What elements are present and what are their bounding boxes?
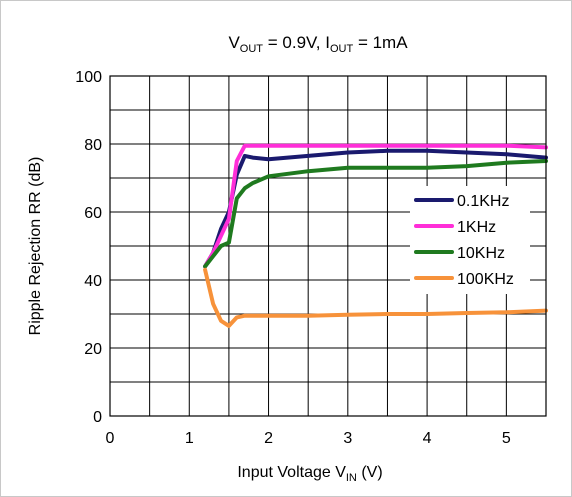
legend-label: 1KHz <box>457 219 496 236</box>
series-line <box>203 267 548 328</box>
y-tick-label: 40 <box>84 273 102 290</box>
x-tick-label: 5 <box>502 430 511 447</box>
series-line <box>203 159 548 269</box>
legend-label: 100KHz <box>457 271 514 288</box>
series-line <box>203 143 548 269</box>
plot-border <box>109 75 547 417</box>
chart-title: VOUT = 0.9V, IOUT = 1mA <box>228 33 408 55</box>
legend: 0.1KHz 1KHz 10KHz 100KHz <box>410 186 530 294</box>
axes <box>109 75 547 417</box>
x-tick-label: 0 <box>106 430 115 447</box>
series-lines <box>203 143 548 328</box>
y-tick-label: 100 <box>75 69 102 86</box>
y-tick-label: 60 <box>84 205 102 222</box>
y-tick-label: 80 <box>84 137 102 154</box>
y-axis-label: Ripple Rejection RR (dB) <box>27 157 44 336</box>
series-line <box>203 148 548 269</box>
legend-label: 0.1KHz <box>457 193 509 210</box>
x-axis-label: Input Voltage VIN (V) <box>237 464 382 484</box>
tick-labels: 0 1 2 3 4 5 0 20 40 60 80 100 <box>75 69 511 447</box>
x-tick-label: 1 <box>185 430 194 447</box>
y-tick-label: 0 <box>93 409 102 426</box>
legend-label: 10KHz <box>457 245 505 262</box>
x-tick-label: 2 <box>264 430 273 447</box>
x-tick-label: 3 <box>343 430 352 447</box>
y-tick-label: 20 <box>84 341 102 358</box>
x-tick-label: 4 <box>423 430 432 447</box>
